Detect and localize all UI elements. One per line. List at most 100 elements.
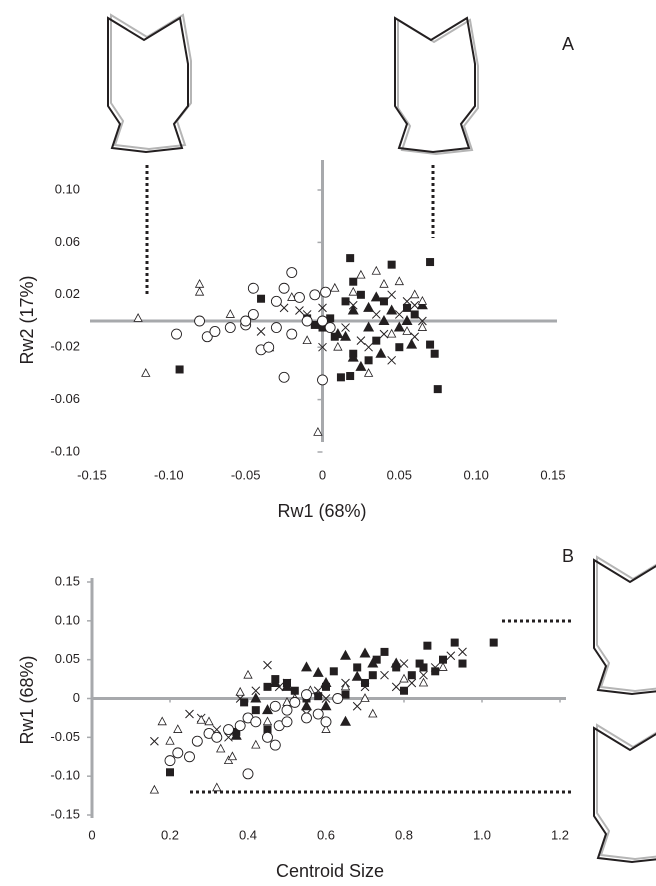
- point: [250, 716, 262, 728]
- point: [391, 682, 401, 692]
- point: [399, 659, 409, 668]
- point: [313, 686, 323, 696]
- point: [230, 729, 242, 740]
- point: [324, 322, 336, 333]
- series: [133, 265, 428, 436]
- point: [406, 338, 418, 349]
- point: [269, 700, 281, 712]
- panel-label: B: [562, 546, 574, 566]
- y-tick-label: 0.10: [55, 612, 80, 627]
- point: [333, 341, 343, 351]
- point: [269, 676, 281, 687]
- series: [171, 267, 336, 386]
- point: [235, 694, 245, 703]
- point: [194, 286, 205, 296]
- point: [372, 336, 381, 345]
- point: [224, 732, 233, 742]
- x-tick-label: -0.15: [77, 467, 107, 482]
- point: [336, 373, 345, 382]
- point: [312, 708, 324, 720]
- series: [263, 291, 428, 371]
- point: [368, 671, 377, 680]
- point: [370, 291, 382, 302]
- y-tick-label: -0.06: [50, 391, 80, 406]
- point: [430, 663, 440, 672]
- point: [209, 326, 221, 337]
- point: [270, 295, 282, 307]
- point: [340, 649, 351, 660]
- point: [400, 686, 408, 695]
- y-tick-label: 0: [73, 690, 80, 705]
- point: [318, 323, 327, 332]
- x-tick-label: 1.2: [551, 827, 569, 842]
- point: [395, 343, 404, 352]
- x-tick-label: 0.05: [387, 467, 412, 482]
- point: [309, 289, 321, 301]
- point: [410, 300, 420, 310]
- point: [227, 751, 238, 761]
- point: [347, 351, 359, 362]
- point: [349, 277, 358, 286]
- point: [348, 300, 358, 310]
- point: [346, 372, 355, 381]
- point: [133, 313, 143, 322]
- series: [149, 662, 448, 794]
- point: [262, 704, 273, 715]
- point: [318, 303, 327, 313]
- point: [290, 686, 299, 695]
- point: [320, 676, 332, 687]
- point: [371, 265, 381, 275]
- x-axis-title: Centroid Size: [276, 861, 384, 881]
- point: [332, 328, 344, 339]
- point: [201, 331, 213, 343]
- point: [172, 747, 184, 759]
- point: [359, 647, 371, 658]
- point: [243, 669, 253, 679]
- point: [262, 731, 273, 743]
- point: [439, 655, 447, 664]
- y-tick-label: 0.10: [55, 181, 80, 196]
- point: [251, 686, 261, 696]
- point: [380, 670, 389, 680]
- shape-outline: [394, 17, 479, 155]
- point: [438, 662, 448, 671]
- point: [426, 258, 435, 267]
- point: [347, 304, 359, 315]
- point: [263, 725, 272, 734]
- point: [263, 341, 275, 353]
- point: [418, 677, 429, 687]
- x-tick-label: 0.2: [161, 827, 179, 842]
- x-tick-label: -0.05: [231, 467, 261, 482]
- y-tick-label: -0.15: [50, 806, 80, 821]
- point: [433, 385, 442, 394]
- point: [386, 328, 397, 338]
- point: [419, 663, 428, 672]
- shape-outline: [593, 724, 656, 863]
- point: [295, 306, 304, 315]
- point: [394, 276, 405, 286]
- point: [302, 335, 312, 345]
- y-tick-label: 0.02: [55, 286, 80, 301]
- point: [417, 322, 428, 331]
- point: [281, 716, 293, 728]
- x-tick-label: -0.10: [154, 467, 184, 482]
- point: [282, 678, 292, 688]
- point: [394, 310, 404, 319]
- point: [353, 663, 362, 672]
- point: [360, 693, 370, 702]
- point: [371, 310, 381, 319]
- point: [410, 332, 420, 342]
- point: [379, 329, 389, 339]
- y-axis-title: Rw2 (17%): [17, 275, 37, 364]
- series: [230, 647, 402, 740]
- point: [341, 323, 350, 332]
- point: [242, 768, 254, 780]
- series: [164, 689, 344, 780]
- point: [329, 667, 338, 676]
- point: [378, 315, 390, 325]
- y-tick-label: -0.10: [50, 443, 80, 458]
- point: [269, 739, 281, 751]
- point: [278, 282, 290, 294]
- point: [310, 320, 319, 329]
- point: [402, 296, 412, 306]
